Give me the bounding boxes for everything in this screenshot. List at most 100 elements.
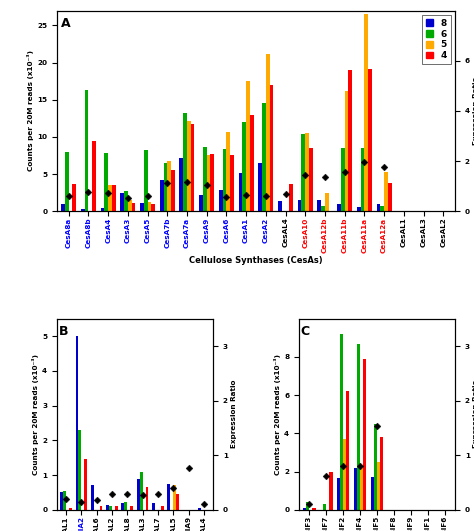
Point	[154, 490, 162, 498]
Bar	[258, 163, 262, 211]
Bar	[132, 203, 136, 211]
Bar	[167, 161, 171, 211]
Bar	[305, 133, 309, 211]
Bar	[376, 204, 380, 211]
Point	[183, 178, 191, 186]
Bar	[223, 150, 227, 211]
Bar	[108, 185, 112, 211]
Point	[124, 194, 132, 202]
Point	[322, 472, 330, 481]
Point	[373, 422, 381, 431]
Bar	[109, 506, 112, 510]
Point	[242, 191, 250, 199]
Point	[62, 495, 70, 503]
Point	[144, 192, 151, 201]
Bar	[361, 148, 365, 211]
X-axis label: Cellulose Synthases (CesAs): Cellulose Synthases (CesAs)	[189, 255, 323, 264]
Text: B: B	[58, 324, 68, 338]
Point	[85, 188, 92, 196]
Bar	[79, 430, 82, 510]
Bar	[187, 121, 191, 211]
Bar	[60, 492, 63, 510]
Bar	[130, 506, 133, 510]
Bar	[246, 81, 250, 211]
Bar	[104, 153, 108, 211]
Bar	[81, 209, 85, 211]
Point	[169, 484, 177, 492]
Bar	[61, 204, 65, 211]
Bar	[371, 477, 374, 510]
Point	[139, 491, 146, 499]
Bar	[337, 478, 340, 510]
Point	[104, 189, 112, 197]
Bar	[199, 195, 203, 211]
Bar	[65, 152, 69, 211]
Point	[93, 496, 100, 505]
Y-axis label: Expression Ratio: Expression Ratio	[230, 380, 237, 449]
Bar	[75, 336, 79, 510]
Bar	[219, 190, 223, 211]
Bar	[302, 508, 306, 510]
Point	[282, 190, 289, 199]
Bar	[238, 173, 242, 211]
Bar	[262, 104, 266, 211]
Point	[361, 157, 368, 166]
Point	[164, 178, 171, 187]
Bar	[380, 437, 383, 510]
Bar	[374, 424, 377, 510]
Point	[341, 168, 348, 176]
Bar	[146, 487, 148, 510]
Bar	[167, 484, 170, 510]
Bar	[360, 468, 363, 510]
Bar	[147, 202, 151, 211]
Bar	[388, 183, 392, 211]
Bar	[329, 472, 332, 510]
Point	[339, 462, 347, 470]
Bar	[84, 459, 87, 510]
Bar	[92, 141, 96, 211]
Point	[65, 192, 73, 200]
Bar	[312, 508, 316, 510]
Bar	[69, 508, 72, 510]
Bar	[289, 184, 293, 211]
Bar	[73, 184, 76, 211]
Bar	[63, 491, 66, 510]
Bar	[152, 503, 155, 510]
Bar	[298, 200, 301, 211]
Bar	[345, 91, 348, 211]
Point	[380, 162, 388, 171]
Bar	[318, 200, 321, 211]
Bar	[140, 203, 144, 211]
Bar	[140, 472, 143, 510]
Bar	[112, 185, 116, 211]
Point	[301, 170, 309, 179]
Bar	[198, 508, 201, 510]
Point	[223, 193, 230, 202]
Bar	[144, 150, 147, 211]
Legend: 8, 6, 5, 4: 8, 6, 5, 4	[422, 15, 450, 64]
Bar	[340, 334, 343, 510]
Point	[262, 192, 270, 200]
Bar	[321, 206, 325, 211]
Bar	[377, 462, 380, 510]
Bar	[171, 169, 175, 211]
Bar	[242, 122, 246, 211]
Bar	[137, 478, 140, 510]
Bar	[325, 193, 328, 211]
Y-axis label: Expression Ratio: Expression Ratio	[473, 380, 474, 449]
Bar	[348, 70, 352, 211]
Bar	[341, 148, 345, 211]
Bar	[176, 494, 179, 510]
Bar	[301, 134, 305, 211]
Bar	[115, 506, 118, 510]
Bar	[227, 132, 230, 211]
Bar	[309, 148, 313, 211]
Bar	[160, 180, 164, 211]
Bar	[270, 85, 273, 211]
Bar	[384, 172, 388, 211]
Bar	[100, 506, 102, 510]
Bar	[128, 200, 132, 211]
Bar	[323, 504, 326, 510]
Text: A: A	[61, 16, 71, 30]
Bar	[357, 344, 360, 510]
